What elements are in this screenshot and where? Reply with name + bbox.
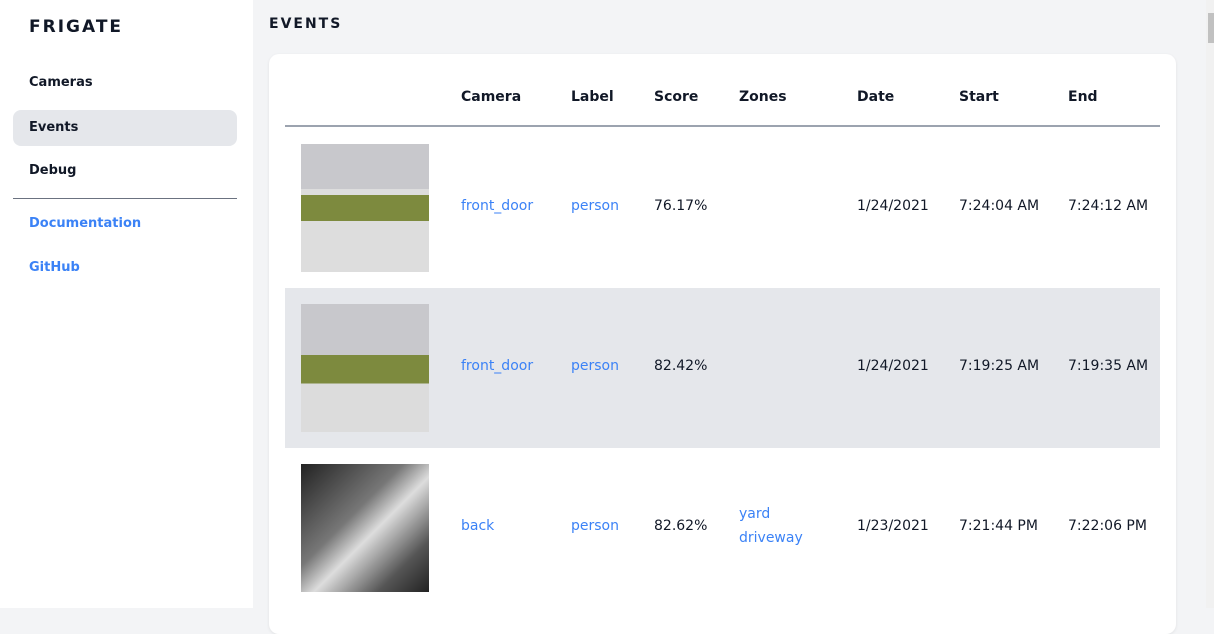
score: 82.62%	[654, 518, 708, 534]
start-time: 7:24:04 AM	[959, 198, 1040, 214]
divider	[13, 198, 237, 199]
documentation-link[interactable]: Documentation	[29, 216, 142, 231]
event-thumbnail[interactable]	[301, 304, 429, 432]
zone-link[interactable]: driveway	[739, 530, 803, 546]
score: 76.17%	[654, 198, 708, 214]
date: 1/24/2021	[857, 358, 929, 374]
label-link[interactable]: person	[571, 518, 619, 534]
table-row[interactable]: front_door person 82.42% 1/24/2021 7:19:…	[285, 288, 1160, 448]
date: 1/23/2021	[857, 518, 929, 534]
brand-logo: FRIGATE	[29, 17, 124, 37]
header-date: Date	[857, 89, 895, 105]
github-link[interactable]: GitHub	[29, 260, 80, 275]
header-end: End	[1068, 89, 1098, 105]
table-row[interactable]: front_door person 76.17% 1/24/2021 7:24:…	[285, 128, 1160, 288]
end-time: 7:19:35 AM	[1068, 358, 1149, 374]
events-table: Camera Label Score Zones Date Start End …	[269, 54, 1176, 634]
event-thumbnail[interactable]	[301, 144, 429, 272]
zone-link[interactable]: yard	[739, 506, 771, 522]
scrollbar[interactable]	[1206, 0, 1214, 608]
start-time: 7:19:25 AM	[959, 358, 1040, 374]
label-link[interactable]: person	[571, 198, 619, 214]
camera-link[interactable]: front_door	[461, 358, 534, 374]
score: 82.42%	[654, 358, 708, 374]
event-thumbnail[interactable]	[301, 464, 429, 592]
sidebar: FRIGATE Cameras Events Debug Documentati…	[0, 0, 253, 608]
page-title: EVENTS	[269, 16, 343, 32]
sidebar-item-events[interactable]: Events	[13, 110, 237, 146]
camera-link[interactable]: front_door	[461, 198, 534, 214]
header-camera: Camera	[461, 89, 522, 105]
header-score: Score	[654, 89, 699, 105]
header-start: Start	[959, 89, 999, 105]
end-time: 7:24:12 AM	[1068, 198, 1149, 214]
scrollbar-thumb[interactable]	[1208, 13, 1214, 43]
header-zones: Zones	[739, 89, 787, 105]
sidebar-item-cameras[interactable]: Cameras	[29, 75, 93, 90]
table-row[interactable]: back person 82.62% yard driveway 1/23/20…	[285, 448, 1160, 608]
start-time: 7:21:44 PM	[959, 518, 1038, 534]
header-label: Label	[571, 89, 614, 105]
camera-link[interactable]: back	[461, 518, 495, 534]
label-link[interactable]: person	[571, 358, 619, 374]
date: 1/24/2021	[857, 198, 929, 214]
table-header: Camera Label Score Zones Date Start End	[285, 54, 1160, 127]
sidebar-item-debug[interactable]: Debug	[29, 163, 77, 178]
end-time: 7:22:06 PM	[1068, 518, 1147, 534]
